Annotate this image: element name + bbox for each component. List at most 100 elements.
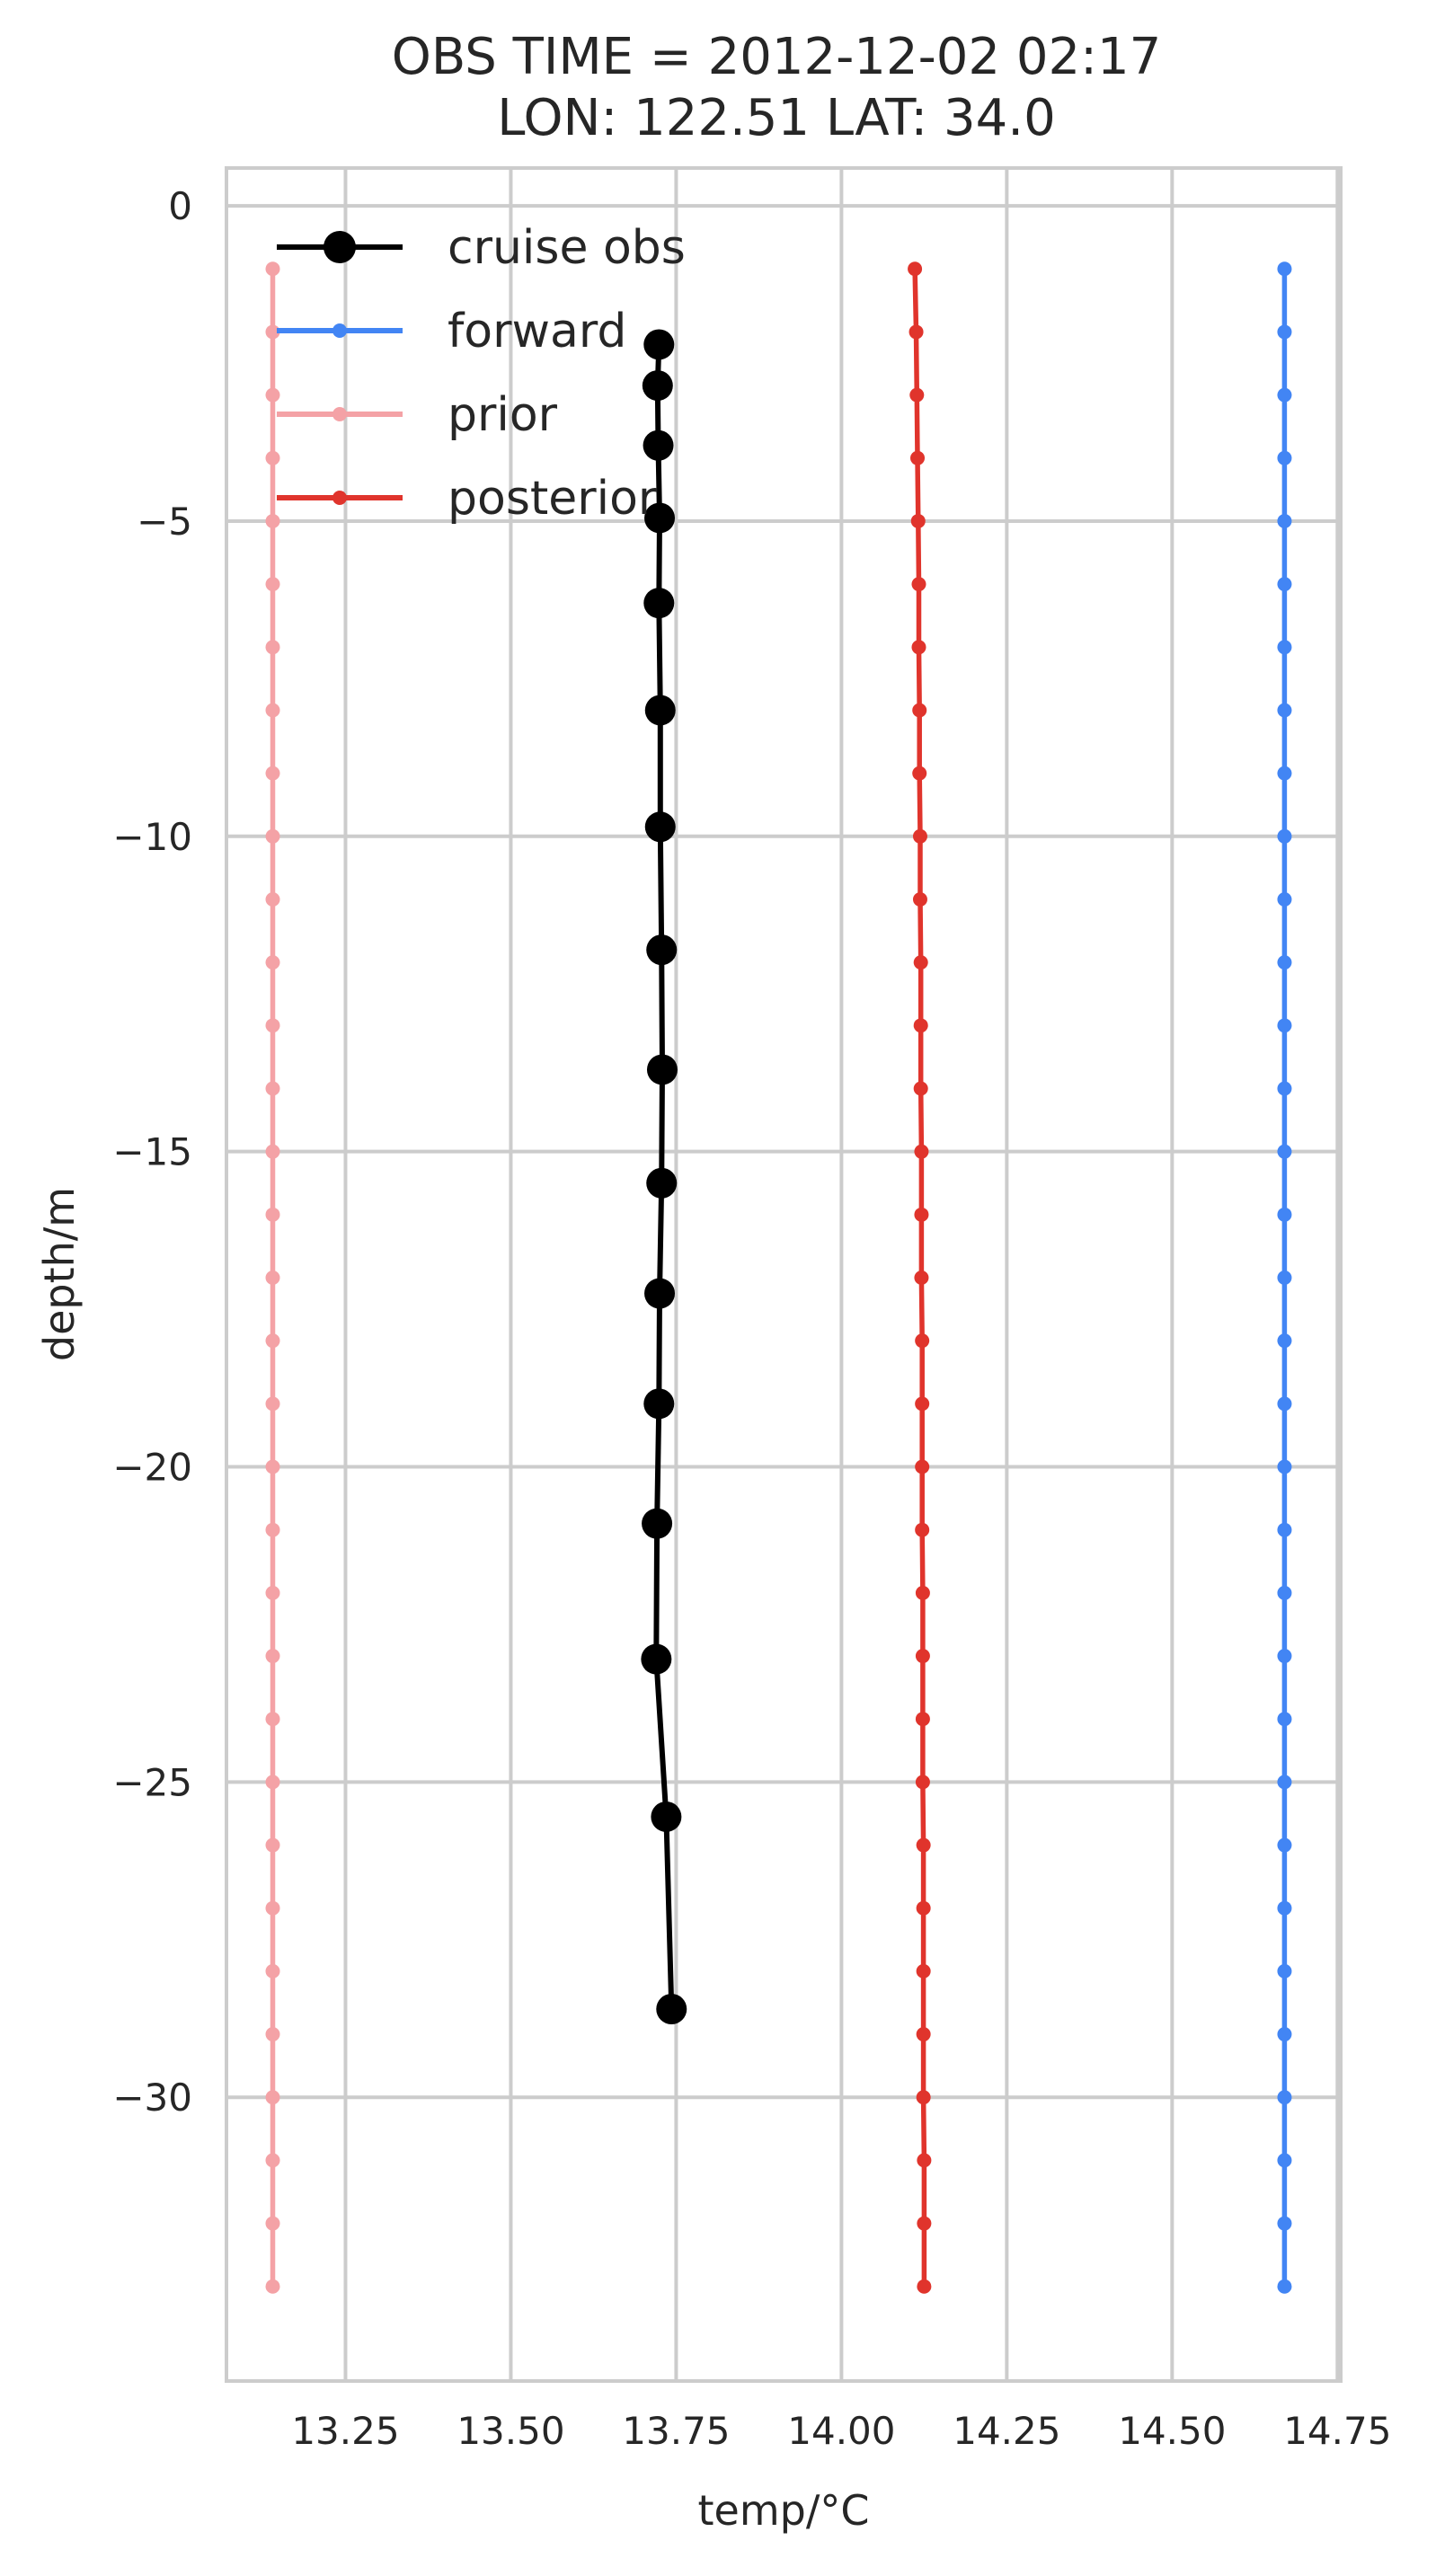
data-point-forward [1277, 387, 1292, 403]
series-prior [265, 261, 280, 2294]
series-layer [265, 261, 1292, 2294]
data-point-prior [265, 1837, 280, 1853]
data-point-posterior [915, 1712, 930, 1727]
legend-item-forward: forward [277, 305, 626, 359]
data-point-prior [265, 1775, 280, 1790]
series-forward [1277, 261, 1292, 2294]
data-point-cruise-obs [641, 1643, 672, 1675]
data-point-prior [265, 1585, 280, 1600]
data-point-posterior [908, 261, 923, 277]
data-point-cruise-obs [643, 1388, 675, 1420]
chart-subtitle: LON: 122.51 LAT: 34.0 [497, 89, 1055, 147]
legend-item-cruise-obs: cruise obs [277, 221, 686, 275]
legend-marker [332, 407, 347, 421]
data-point-prior [265, 955, 280, 970]
legend-label: posterior [448, 472, 658, 526]
data-point-posterior [912, 828, 927, 844]
data-point-cruise-obs [644, 811, 676, 843]
data-point-forward [1277, 1963, 1292, 1978]
data-point-cruise-obs [646, 934, 678, 966]
data-point-posterior [915, 1333, 930, 1349]
data-point-prior [265, 640, 280, 655]
data-point-forward [1277, 1018, 1292, 1033]
data-point-forward [1277, 1837, 1292, 1853]
data-point-prior [265, 1963, 280, 1978]
data-point-forward [1277, 1207, 1292, 1222]
data-point-forward [1277, 1459, 1292, 1474]
x-tick-label: 13.50 [457, 2409, 564, 2453]
data-point-forward [1277, 1270, 1292, 1286]
data-point-posterior [913, 1018, 928, 1033]
y-tick-label: −10 [112, 815, 192, 859]
data-point-posterior [909, 387, 925, 403]
data-point-forward [1277, 1333, 1292, 1349]
data-point-prior [265, 1207, 280, 1222]
data-point-cruise-obs [642, 1508, 673, 1539]
data-point-prior [265, 1900, 280, 1916]
data-point-forward [1277, 640, 1292, 655]
y-tick-label: −25 [112, 1760, 192, 1804]
data-point-prior [265, 1144, 280, 1159]
data-point-prior [265, 1333, 280, 1349]
data-point-posterior [917, 2279, 932, 2294]
legend: cruise obs forward prior posterior [277, 221, 686, 526]
data-point-cruise-obs [651, 1801, 682, 1832]
data-point-posterior [917, 2153, 932, 2168]
data-point-forward [1277, 766, 1292, 781]
data-point-forward [1277, 324, 1292, 340]
legend-label: cruise obs [448, 221, 686, 275]
data-point-cruise-obs [646, 1167, 678, 1199]
x-tick-label: 14.00 [787, 2409, 895, 2453]
data-point-posterior [914, 1144, 929, 1159]
data-point-posterior [912, 766, 927, 781]
data-point-posterior [910, 513, 926, 528]
x-tick-label: 13.75 [622, 2409, 730, 2453]
data-point-posterior [915, 1585, 930, 1600]
data-point-posterior [913, 955, 928, 970]
data-point-prior [265, 1649, 280, 1664]
data-point-cruise-obs [643, 329, 675, 360]
data-point-posterior [912, 703, 927, 718]
data-point-forward [1277, 450, 1292, 465]
data-point-forward [1277, 2090, 1292, 2105]
plot-frame [225, 166, 1343, 2383]
data-point-forward [1277, 513, 1292, 528]
data-point-forward [1277, 577, 1292, 592]
data-point-posterior [916, 1837, 931, 1853]
data-point-prior [265, 1396, 280, 1412]
data-point-posterior [911, 640, 926, 655]
data-point-posterior [915, 1649, 930, 1664]
x-tick-label: 13.25 [291, 2409, 399, 2453]
y-axis-label: depth/m [35, 1187, 84, 1361]
data-point-posterior [917, 2216, 932, 2231]
x-axis-label: temp/°C [698, 2486, 870, 2535]
series-posterior [908, 261, 932, 2294]
data-point-prior [265, 1459, 280, 1474]
data-point-prior [265, 1712, 280, 1727]
data-point-forward [1277, 1775, 1292, 1790]
y-tick-label: −15 [112, 1130, 192, 1174]
y-tick-labels: 0 −5 −10 −15 −20 −25 −30 [112, 184, 192, 2120]
x-tick-labels: 13.25 13.50 13.75 14.00 14.25 14.50 14.75 [291, 2409, 1391, 2453]
data-point-forward [1277, 1144, 1292, 1159]
data-point-posterior [912, 891, 927, 907]
x-tick-label: 14.75 [1283, 2409, 1391, 2453]
legend-label: prior [448, 388, 558, 442]
data-point-prior [265, 1018, 280, 1033]
data-point-posterior [913, 1081, 928, 1096]
y-tick-label: 0 [168, 184, 192, 228]
legend-marker [324, 231, 356, 263]
data-point-posterior [914, 1207, 929, 1222]
data-point-posterior [915, 1775, 930, 1790]
legend-label: forward [448, 305, 626, 359]
data-point-prior [265, 2027, 280, 2042]
data-point-prior [265, 766, 280, 781]
data-point-prior [265, 2090, 280, 2105]
chart-title: OBS TIME = 2012-12-02 02:17 [392, 28, 1161, 86]
grid [226, 168, 1341, 2381]
data-point-prior [265, 2216, 280, 2231]
series-cruise-obs [641, 329, 687, 2024]
data-point-cruise-obs [644, 1278, 676, 1309]
data-point-cruise-obs [643, 429, 674, 461]
data-point-prior [265, 1081, 280, 1096]
